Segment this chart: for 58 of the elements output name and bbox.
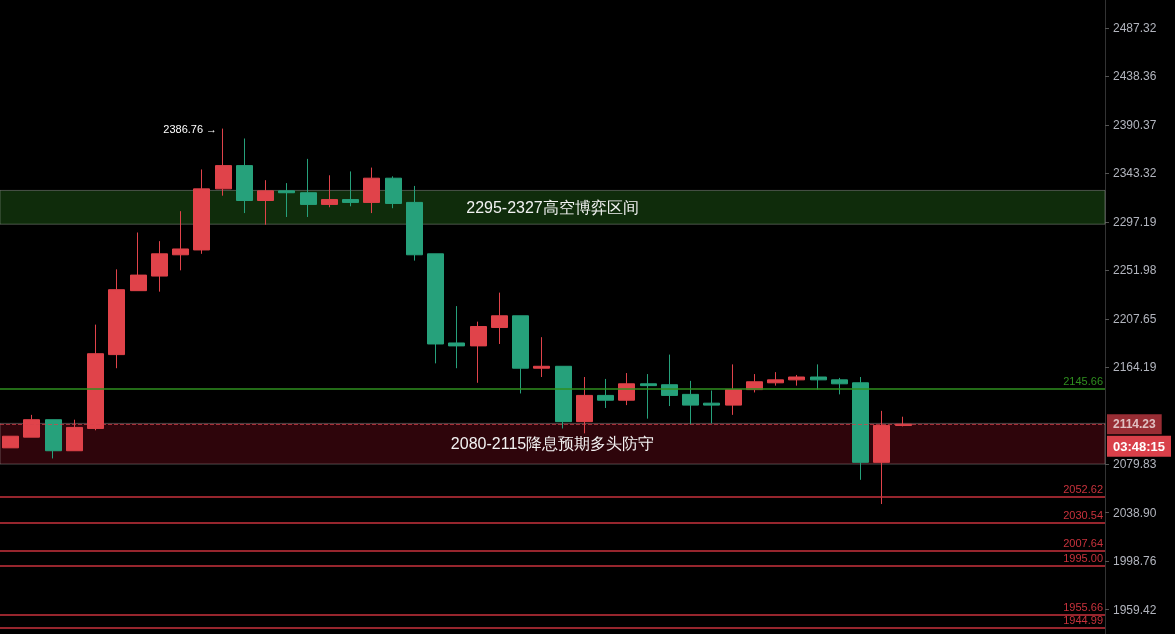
- candlestick: [236, 137, 253, 214]
- y-tick-label: 2079.83: [1113, 457, 1157, 472]
- ref-line-label: 2114.23: [1113, 417, 1157, 432]
- ref-line-label: 2052.62: [1063, 482, 1103, 495]
- candlestick: [703, 390, 720, 424]
- candlestick: [172, 210, 189, 271]
- y-tick-label: 2251.98: [1113, 263, 1157, 278]
- candlestick: [640, 373, 657, 420]
- candlestick: [491, 292, 508, 345]
- candlestick: [448, 305, 465, 369]
- text: 03:48:15: [1112, 438, 1166, 454]
- candlestick: [597, 378, 614, 409]
- candlestick: [257, 179, 274, 226]
- candlestick: [810, 363, 827, 391]
- candlestick: [300, 158, 317, 218]
- y-tick-label: 2038.90: [1113, 505, 1157, 520]
- y-tick-label: 2438.36: [1113, 69, 1157, 84]
- y-tick-label: 2297.19: [1113, 214, 1157, 229]
- candlestick: [767, 371, 784, 387]
- candlestick: [512, 315, 529, 394]
- candlestick: [385, 175, 402, 209]
- band-label: 2080-2115降息预期多头防守: [450, 435, 655, 453]
- ref-line-label: 2145.66: [1063, 374, 1103, 387]
- y-tick-label: 1959.42: [1113, 602, 1157, 617]
- candlestick: [406, 185, 423, 262]
- candlestick: [788, 374, 805, 387]
- candlestick: [682, 380, 699, 426]
- candlestick: [831, 377, 848, 395]
- ref-line-label: 2007.64: [1063, 536, 1103, 549]
- candlestick: [193, 168, 210, 255]
- candlestick: [2, 435, 19, 449]
- candlestick: [321, 174, 338, 208]
- candlestick: [852, 376, 869, 481]
- band-label: 2295-2327高空博弈区间: [466, 198, 639, 216]
- ref-line-label: 2030.54: [1063, 509, 1103, 522]
- candlestick: [108, 268, 125, 369]
- y-tick-label: 2390.37: [1113, 117, 1157, 132]
- candlestick: [427, 253, 444, 364]
- candlestick: [555, 365, 572, 429]
- candlestick: [278, 182, 295, 218]
- candlestick: [725, 363, 742, 416]
- candlestick: [215, 128, 232, 197]
- candlestick: [45, 419, 62, 459]
- candlestick: [130, 232, 147, 292]
- y-tick-label: 1998.76: [1113, 554, 1157, 569]
- candlestick: [470, 321, 487, 384]
- ref-line-label: 1995.00: [1063, 552, 1103, 565]
- candlestick: [533, 336, 550, 378]
- candlestick: [363, 167, 380, 214]
- ref-line-label: 1944.99: [1063, 614, 1103, 627]
- y-tick-label: 2487.32: [1113, 20, 1157, 35]
- candlestick: [342, 170, 359, 207]
- candlestick: [151, 240, 168, 293]
- y-tick-label: 2343.32: [1113, 166, 1157, 181]
- annotation: 2386.76 →: [163, 122, 218, 135]
- y-tick-label: 2164.19: [1113, 360, 1157, 375]
- y-tick-label: 2207.65: [1113, 311, 1157, 326]
- ref-line-label: 1955.66: [1063, 600, 1103, 613]
